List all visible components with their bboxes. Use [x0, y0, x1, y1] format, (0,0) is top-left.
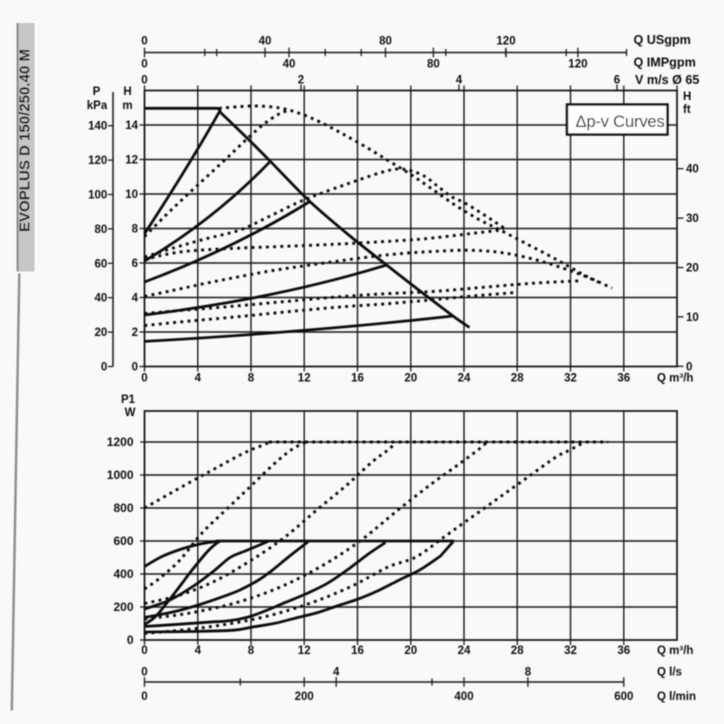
svg-text:24: 24 — [458, 645, 471, 657]
svg-text:2: 2 — [132, 327, 138, 339]
svg-text:80: 80 — [95, 224, 108, 236]
svg-text:20: 20 — [404, 373, 417, 385]
svg-text:4: 4 — [195, 645, 202, 657]
svg-text:32: 32 — [564, 373, 577, 385]
svg-text:8: 8 — [248, 373, 255, 385]
svg-text:10: 10 — [686, 312, 699, 324]
svg-text:24: 24 — [458, 373, 471, 385]
svg-text:0: 0 — [141, 373, 147, 385]
svg-text:20: 20 — [686, 263, 699, 275]
svg-text:H: H — [123, 86, 131, 98]
svg-text:60: 60 — [95, 258, 108, 270]
svg-text:120: 120 — [568, 59, 587, 71]
svg-text:200: 200 — [295, 691, 314, 703]
svg-text:6: 6 — [132, 258, 138, 270]
svg-text:kPa: kPa — [87, 100, 108, 112]
svg-text:140: 140 — [88, 121, 107, 133]
svg-text:800: 800 — [113, 501, 133, 515]
svg-text:W: W — [125, 407, 136, 419]
svg-text:40: 40 — [686, 164, 699, 176]
svg-text:120: 120 — [88, 155, 107, 167]
svg-text:2: 2 — [298, 75, 304, 87]
svg-text:80: 80 — [427, 59, 440, 71]
svg-text:P1: P1 — [121, 394, 136, 406]
svg-text:30: 30 — [686, 213, 699, 225]
svg-text:H: H — [683, 91, 691, 103]
svg-text:12: 12 — [298, 645, 311, 657]
svg-text:28: 28 — [511, 373, 524, 385]
svg-text:80: 80 — [379, 36, 392, 48]
svg-text:0: 0 — [141, 36, 147, 48]
svg-text:P: P — [93, 86, 101, 98]
svg-text:100: 100 — [88, 190, 107, 202]
svg-text:600: 600 — [614, 691, 633, 703]
svg-text:1200: 1200 — [107, 435, 134, 449]
svg-text:Q USgpm: Q USgpm — [634, 33, 691, 47]
svg-text:20: 20 — [404, 645, 417, 657]
svg-text:12: 12 — [125, 155, 138, 167]
svg-text:0: 0 — [141, 75, 147, 87]
svg-text:10: 10 — [125, 189, 138, 201]
svg-text:0: 0 — [141, 667, 147, 679]
svg-text:Q IMPgpm: Q IMPgpm — [634, 56, 696, 70]
svg-text:EVOPLUS D 150/250.40 M: EVOPLUS D 150/250.40 M — [18, 49, 34, 232]
svg-text:6: 6 — [614, 75, 620, 87]
svg-text:0: 0 — [132, 362, 138, 374]
svg-text:1000: 1000 — [107, 468, 134, 482]
svg-text:28: 28 — [511, 645, 524, 657]
svg-text:0: 0 — [101, 362, 107, 374]
svg-text:400: 400 — [454, 691, 473, 703]
svg-text:0: 0 — [686, 361, 692, 373]
svg-text:40: 40 — [259, 36, 272, 48]
svg-text:16: 16 — [351, 645, 364, 657]
svg-text:14: 14 — [125, 120, 138, 132]
svg-text:8: 8 — [525, 667, 532, 679]
svg-text:0: 0 — [141, 59, 147, 71]
svg-text:600: 600 — [113, 534, 133, 548]
svg-text:36: 36 — [617, 373, 630, 385]
svg-text:4: 4 — [456, 75, 463, 87]
svg-text:40: 40 — [95, 293, 108, 305]
svg-text:0: 0 — [141, 691, 147, 703]
svg-text:8: 8 — [248, 645, 255, 657]
svg-text:V m/s Ø 65: V m/s Ø 65 — [635, 73, 699, 87]
svg-text:Q m³/h: Q m³/h — [657, 373, 693, 385]
svg-text:32: 32 — [564, 645, 577, 657]
svg-text:4: 4 — [132, 293, 139, 305]
svg-text:Q l/s: Q l/s — [657, 667, 682, 679]
svg-text:Q m³/h: Q m³/h — [657, 645, 693, 657]
svg-text:12: 12 — [298, 373, 311, 385]
svg-text:4: 4 — [195, 373, 202, 385]
svg-text:0: 0 — [127, 633, 134, 647]
svg-text:Δp-v Curves: Δp-v Curves — [575, 112, 664, 131]
svg-text:8: 8 — [132, 224, 139, 236]
svg-text:400: 400 — [113, 567, 133, 581]
svg-text:ft: ft — [683, 104, 691, 116]
svg-text:20: 20 — [95, 327, 108, 339]
svg-text:40: 40 — [283, 59, 296, 71]
svg-text:m: m — [122, 100, 132, 112]
svg-text:16: 16 — [351, 373, 364, 385]
svg-text:120: 120 — [496, 36, 515, 48]
svg-text:0: 0 — [141, 645, 147, 657]
svg-text:4: 4 — [333, 667, 340, 679]
svg-text:Q l/min: Q l/min — [657, 691, 696, 703]
svg-text:36: 36 — [617, 645, 630, 657]
svg-text:200: 200 — [113, 600, 133, 614]
